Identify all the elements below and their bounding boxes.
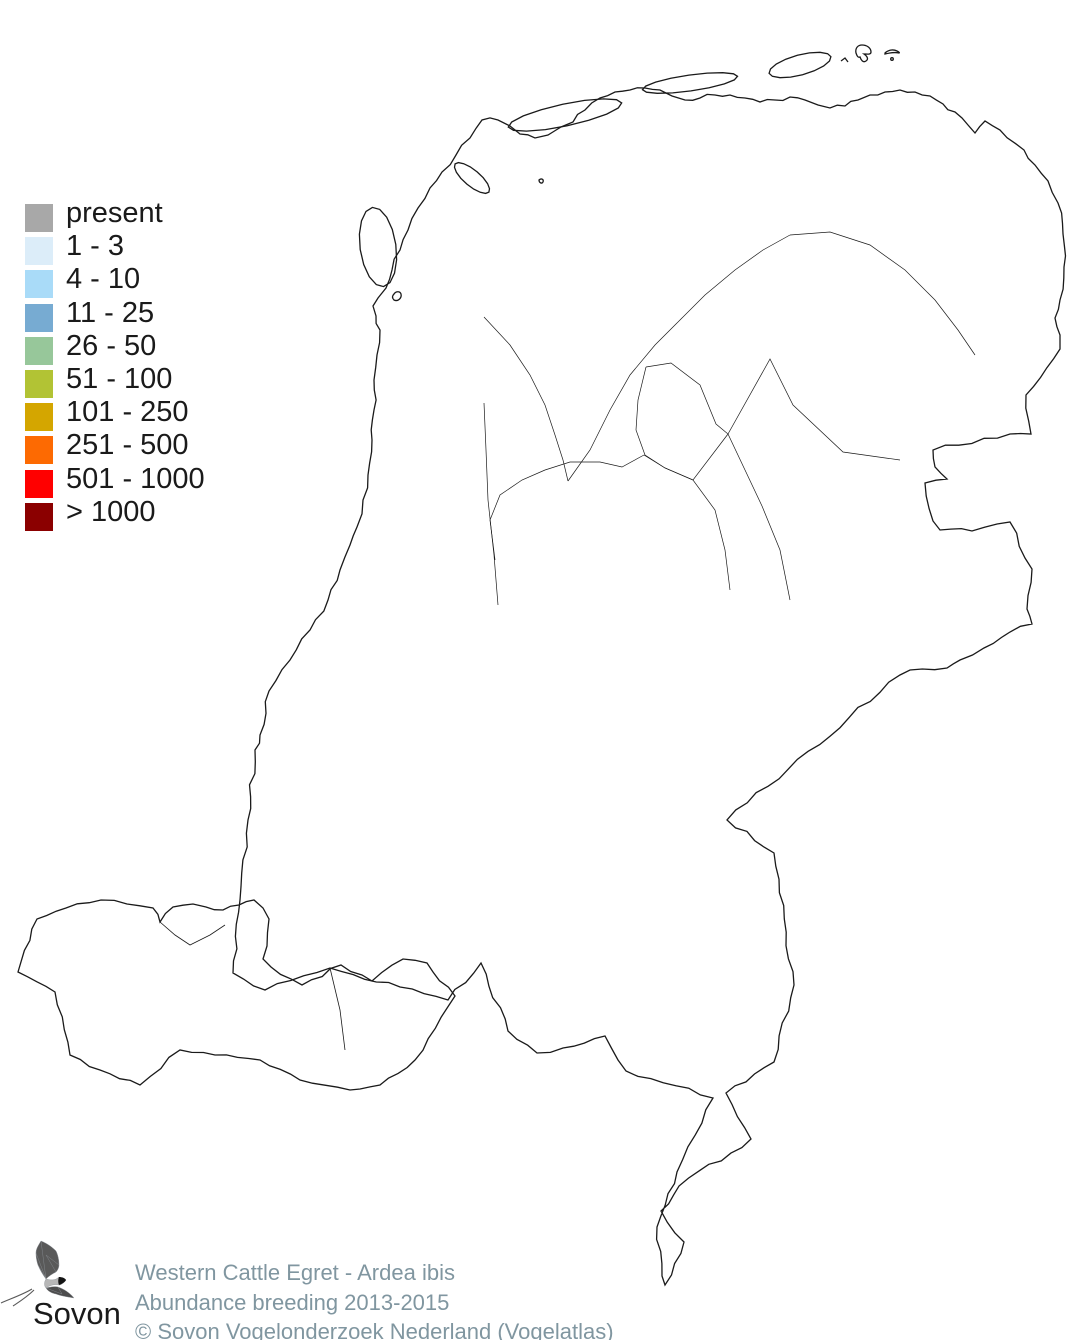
- svg-text:Sovon: Sovon: [33, 1296, 121, 1331]
